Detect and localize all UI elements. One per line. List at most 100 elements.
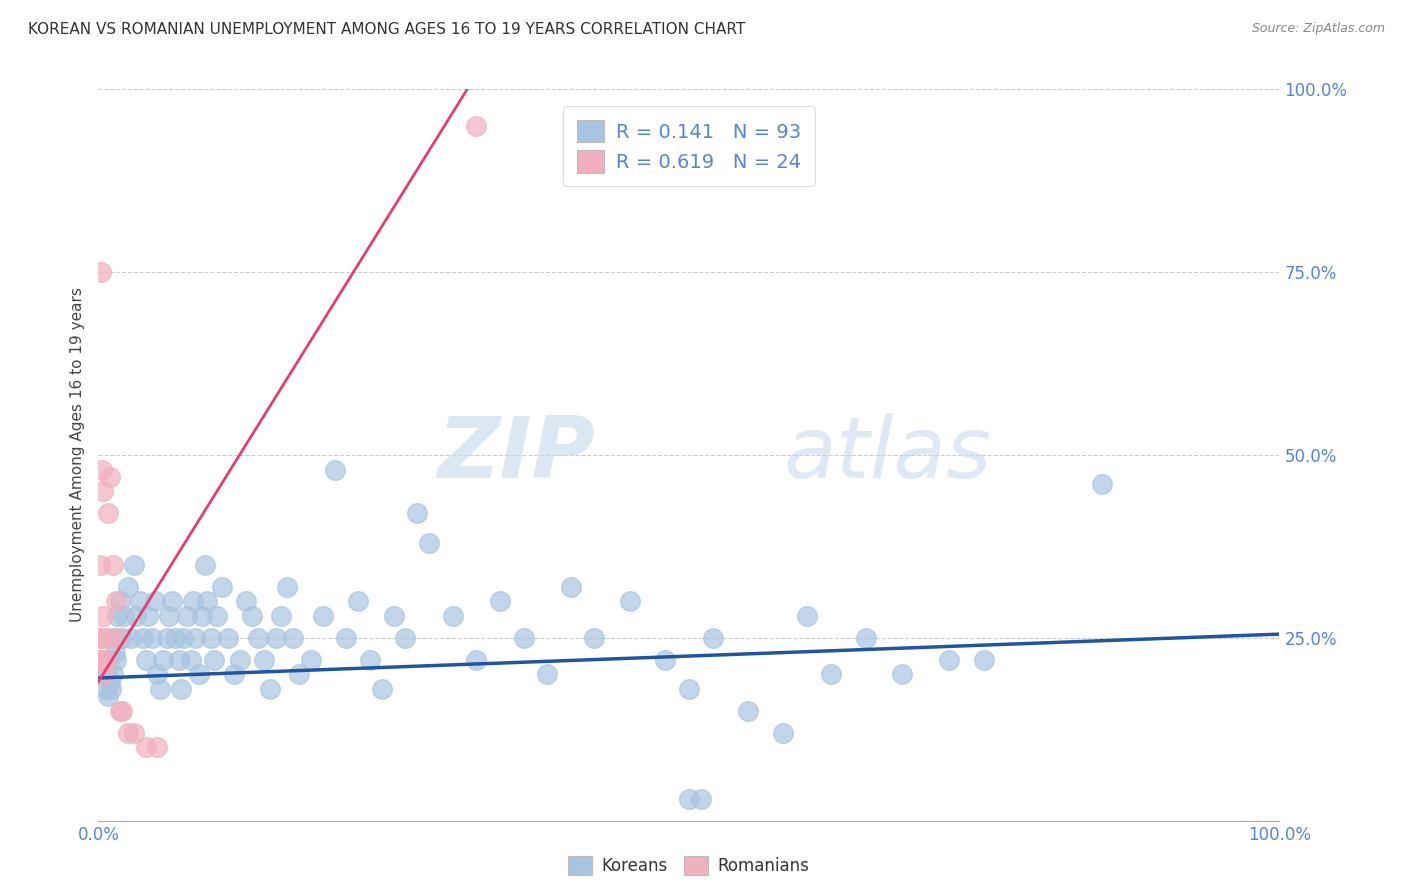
- Point: [619, 594, 641, 608]
- Point: [180, 653, 202, 667]
- Point: [149, 681, 172, 696]
- Point: [259, 681, 281, 696]
- Point: [191, 608, 214, 623]
- Point: [167, 653, 190, 667]
- Point: [973, 653, 995, 667]
- Point: [96, 631, 118, 645]
- Point: [91, 608, 114, 623]
- Point: [91, 631, 114, 645]
- Point: [90, 653, 112, 667]
- Point: [170, 681, 193, 696]
- Point: [678, 791, 700, 805]
- Point: [89, 558, 111, 572]
- Point: [98, 674, 121, 689]
- Point: [184, 631, 207, 645]
- Point: [702, 631, 724, 645]
- Text: KOREAN VS ROMANIAN UNEMPLOYMENT AMONG AGES 16 TO 19 YEARS CORRELATION CHART: KOREAN VS ROMANIAN UNEMPLOYMENT AMONG AG…: [28, 22, 745, 37]
- Point: [111, 704, 134, 718]
- Point: [246, 631, 269, 645]
- Point: [117, 726, 139, 740]
- Point: [91, 462, 114, 476]
- Point: [172, 631, 194, 645]
- Point: [382, 608, 405, 623]
- Point: [689, 791, 711, 805]
- Point: [156, 631, 179, 645]
- Point: [217, 631, 239, 645]
- Point: [96, 667, 118, 681]
- Point: [820, 667, 842, 681]
- Text: atlas: atlas: [783, 413, 991, 497]
- Point: [141, 631, 163, 645]
- Point: [855, 631, 877, 645]
- Point: [264, 631, 287, 645]
- Point: [157, 608, 180, 623]
- Point: [211, 580, 233, 594]
- Point: [202, 653, 225, 667]
- Point: [796, 608, 818, 623]
- Point: [108, 704, 131, 718]
- Point: [394, 631, 416, 645]
- Point: [335, 631, 357, 645]
- Point: [112, 608, 135, 623]
- Point: [117, 580, 139, 594]
- Point: [135, 740, 157, 755]
- Point: [205, 608, 228, 623]
- Point: [121, 631, 143, 645]
- Point: [654, 653, 676, 667]
- Point: [441, 608, 464, 623]
- Point: [200, 631, 222, 645]
- Point: [270, 608, 292, 623]
- Point: [560, 580, 582, 594]
- Point: [146, 740, 169, 755]
- Point: [283, 631, 305, 645]
- Point: [105, 608, 128, 623]
- Point: [90, 265, 112, 279]
- Point: [229, 653, 252, 667]
- Point: [418, 535, 440, 549]
- Point: [240, 608, 263, 623]
- Point: [89, 631, 111, 645]
- Point: [152, 653, 174, 667]
- Point: [132, 631, 155, 645]
- Point: [224, 667, 246, 681]
- Point: [465, 653, 488, 667]
- Point: [299, 653, 322, 667]
- Point: [737, 704, 759, 718]
- Point: [181, 594, 204, 608]
- Point: [235, 594, 257, 608]
- Point: [146, 667, 169, 681]
- Point: [128, 594, 150, 608]
- Point: [108, 594, 131, 608]
- Point: [195, 594, 218, 608]
- Point: [103, 631, 125, 645]
- Point: [100, 681, 122, 696]
- Point: [253, 653, 276, 667]
- Point: [176, 608, 198, 623]
- Point: [101, 558, 124, 572]
- Point: [512, 631, 534, 645]
- Point: [104, 645, 127, 659]
- Point: [93, 667, 115, 681]
- Point: [187, 667, 209, 681]
- Legend: Koreans, Romanians: Koreans, Romanians: [561, 849, 817, 882]
- Point: [536, 667, 558, 681]
- Point: [323, 462, 346, 476]
- Point: [122, 726, 145, 740]
- Text: Source: ZipAtlas.com: Source: ZipAtlas.com: [1251, 22, 1385, 36]
- Point: [772, 726, 794, 740]
- Text: ZIP: ZIP: [437, 413, 595, 497]
- Point: [288, 667, 311, 681]
- Point: [98, 653, 121, 667]
- Point: [94, 681, 117, 696]
- Point: [111, 631, 134, 645]
- Point: [312, 608, 335, 623]
- Point: [406, 507, 429, 521]
- Point: [105, 653, 128, 667]
- Point: [122, 558, 145, 572]
- Point: [93, 667, 115, 681]
- Point: [489, 594, 512, 608]
- Point: [97, 507, 120, 521]
- Point: [583, 631, 606, 645]
- Point: [938, 653, 960, 667]
- Point: [97, 690, 120, 704]
